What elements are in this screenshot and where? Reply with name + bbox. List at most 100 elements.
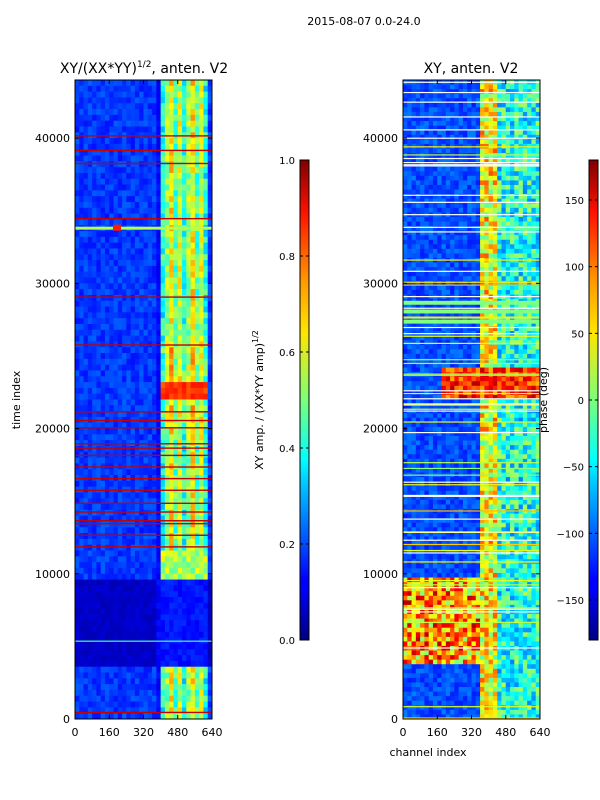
heat-cell — [75, 550, 80, 557]
heat-cell — [207, 684, 213, 691]
heat-cell — [445, 98, 451, 104]
heat-cell — [126, 457, 132, 464]
heat-cell — [203, 556, 209, 563]
heat-cell — [134, 138, 140, 145]
heat-cell — [75, 672, 80, 679]
heat-cell — [531, 125, 537, 131]
heat-cell — [156, 457, 162, 464]
heat-cell — [160, 684, 166, 691]
heat-cell — [475, 98, 481, 104]
heat-cell — [403, 89, 408, 95]
heat-cell — [92, 167, 97, 174]
heat-cell — [454, 157, 460, 163]
heat-cell — [126, 335, 132, 342]
heat-cell — [199, 149, 204, 157]
heat-cell — [437, 130, 443, 136]
heat-cell — [143, 649, 149, 656]
heat-cell — [139, 579, 144, 586]
heat-cell — [497, 166, 502, 172]
heat-cell — [117, 254, 123, 261]
heat-cell — [87, 219, 93, 226]
heat-cell — [407, 239, 413, 245]
heat-cell — [505, 89, 511, 95]
heat-cell — [169, 515, 174, 522]
heat-cell — [143, 196, 149, 203]
heat-cell — [109, 283, 115, 290]
heat-cell — [117, 666, 123, 674]
heat-cell — [96, 283, 102, 290]
heat-cell — [79, 393, 85, 400]
heat-cell — [100, 445, 106, 453]
heat-cell — [403, 93, 408, 99]
heat-cell — [475, 93, 481, 99]
heat-cell — [75, 608, 80, 615]
heat-cell — [407, 125, 413, 131]
heat-cell — [199, 515, 204, 522]
heat-cell — [160, 469, 166, 476]
heat-cell — [182, 184, 187, 191]
heat-cell — [126, 631, 132, 639]
heat-cell — [462, 121, 468, 127]
heat-cell — [113, 573, 119, 581]
heat-cell — [415, 239, 421, 245]
heat-cell — [190, 521, 196, 528]
heat-cell — [104, 480, 110, 488]
heat-cell — [113, 498, 119, 505]
heat-cell — [139, 504, 144, 511]
heat-cell — [164, 434, 170, 441]
heat-cell — [518, 194, 524, 200]
heat-cell — [428, 248, 434, 254]
heat-cell — [134, 167, 140, 174]
heat-cell — [130, 422, 136, 430]
heat-cell — [467, 166, 472, 172]
heat-cell — [199, 707, 204, 714]
heat-cell — [143, 213, 149, 220]
heat-cell — [130, 149, 136, 157]
heat-cell — [177, 231, 183, 238]
heat-cell — [169, 591, 174, 598]
heat-cell — [480, 221, 485, 227]
heat-cell — [92, 138, 97, 145]
heat-cell — [126, 469, 132, 476]
heat-cell — [83, 562, 89, 569]
heat-cell — [480, 175, 485, 181]
heat-cell — [194, 138, 200, 145]
heat-cell — [113, 201, 119, 209]
heat-cell — [113, 91, 119, 98]
heat-cell — [92, 411, 97, 418]
heat-cell — [126, 306, 132, 313]
heat-cell — [407, 189, 413, 195]
heat-cell — [194, 567, 200, 575]
heat-cell — [186, 353, 192, 360]
heat-cell — [484, 180, 490, 186]
heat-cell — [160, 207, 166, 215]
heat-cell — [147, 382, 153, 389]
heat-cell — [415, 153, 421, 159]
heat-cell — [152, 242, 157, 249]
heat-cell — [207, 579, 213, 586]
heat-cell — [113, 469, 119, 476]
heat-cell — [169, 533, 174, 540]
heat-cell — [169, 126, 174, 133]
heat-cell — [535, 98, 541, 104]
heat-cell — [203, 161, 209, 168]
heat-cell — [117, 155, 123, 162]
heat-cell — [522, 89, 528, 95]
heat-cell — [96, 649, 102, 656]
heat-cell — [527, 221, 532, 227]
heat-cell — [186, 498, 192, 505]
heat-cell — [488, 226, 494, 232]
heat-cell — [437, 248, 443, 254]
heat-cell — [492, 175, 498, 181]
heat-cell — [203, 109, 209, 116]
heat-cell — [122, 85, 127, 93]
heat-cell — [514, 134, 520, 140]
heat-cell — [130, 562, 136, 569]
heat-cell — [480, 207, 485, 213]
heat-cell — [87, 294, 93, 302]
heat-cell — [199, 178, 204, 186]
heat-cell — [122, 602, 127, 610]
heat-cell — [424, 139, 430, 145]
heat-cell — [403, 276, 408, 282]
heat-cell — [169, 178, 174, 186]
